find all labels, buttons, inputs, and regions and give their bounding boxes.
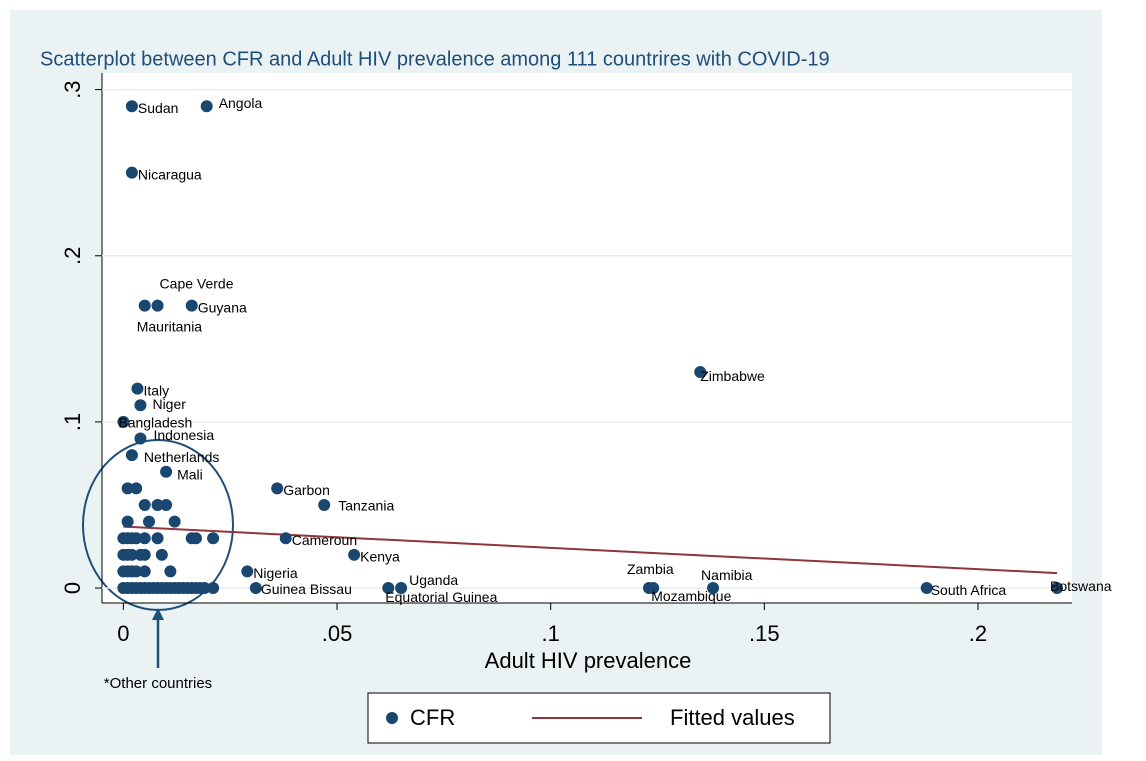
point bbox=[382, 582, 395, 595]
point-label: Namibia bbox=[701, 567, 753, 583]
point-label: Equatorial Guinea bbox=[385, 589, 497, 605]
arrow-head bbox=[152, 608, 164, 620]
point-label: Niger bbox=[152, 396, 186, 412]
x-axis-label: Adult HIV prevalence bbox=[485, 648, 692, 673]
point-label: Guinea Bissau bbox=[261, 581, 352, 597]
point-label: Guyana bbox=[198, 299, 247, 315]
point bbox=[130, 565, 143, 578]
point bbox=[318, 498, 331, 511]
x-tick-label: .1 bbox=[541, 621, 559, 646]
point-label: Tanzania bbox=[338, 498, 394, 514]
y-tick-label: 0 bbox=[60, 582, 85, 594]
point bbox=[920, 582, 933, 595]
point bbox=[190, 532, 203, 545]
point bbox=[121, 482, 134, 495]
point bbox=[164, 565, 177, 578]
point bbox=[168, 515, 181, 528]
point bbox=[271, 482, 284, 495]
point bbox=[125, 548, 138, 561]
point bbox=[138, 565, 151, 578]
point-label: Mozambique bbox=[651, 588, 731, 604]
y-tick-label: .3 bbox=[60, 80, 85, 98]
point bbox=[160, 465, 173, 478]
y-tick-label: .2 bbox=[60, 247, 85, 265]
point bbox=[121, 515, 134, 528]
annotation: *Other countries bbox=[104, 675, 212, 692]
point-label: Mauritania bbox=[137, 318, 203, 334]
point-label: Angola bbox=[219, 95, 263, 111]
point bbox=[395, 582, 408, 595]
chart-title: Scatterplot between CFR and Adult HIV pr… bbox=[40, 48, 830, 70]
point-label: Nigeria bbox=[253, 565, 298, 581]
point bbox=[241, 565, 254, 578]
point bbox=[125, 100, 138, 113]
point bbox=[138, 548, 151, 561]
point bbox=[155, 548, 168, 561]
legend-label: CFR bbox=[410, 705, 455, 730]
fitted-line bbox=[123, 525, 1058, 575]
point bbox=[143, 515, 156, 528]
point bbox=[130, 532, 143, 545]
point bbox=[185, 299, 198, 312]
point bbox=[279, 532, 292, 545]
point bbox=[130, 482, 143, 495]
x-tick-label: .15 bbox=[749, 621, 780, 646]
point bbox=[138, 299, 151, 312]
point bbox=[207, 582, 220, 595]
point-label: Indonesia bbox=[153, 427, 214, 443]
point-label: Mali bbox=[177, 466, 203, 482]
point bbox=[134, 399, 147, 412]
point-label: South Africa bbox=[931, 582, 1007, 598]
point-label: Zimbabwe bbox=[700, 368, 765, 384]
point-label: Bangladesh bbox=[118, 415, 192, 431]
legend-label: Fitted values bbox=[670, 705, 795, 730]
point-label: Garbon bbox=[283, 482, 330, 498]
legend-marker bbox=[386, 712, 398, 724]
point-label: Sudan bbox=[138, 100, 178, 116]
point-label: Nicaragua bbox=[138, 166, 202, 182]
plot-area bbox=[102, 73, 1072, 603]
point bbox=[138, 498, 151, 511]
point bbox=[138, 532, 151, 545]
point-label: Cape Verde bbox=[160, 275, 234, 291]
point bbox=[151, 299, 164, 312]
point bbox=[198, 582, 211, 595]
point bbox=[160, 498, 173, 511]
point-label: Uganda bbox=[409, 572, 458, 588]
point bbox=[151, 532, 164, 545]
point-label: Cameroun bbox=[292, 532, 357, 548]
point-label: Zambia bbox=[627, 561, 674, 577]
point bbox=[249, 582, 262, 595]
y-tick-label: .1 bbox=[60, 413, 85, 431]
point bbox=[1051, 582, 1064, 595]
x-tick-label: 0 bbox=[117, 621, 129, 646]
point bbox=[200, 100, 213, 113]
point bbox=[207, 532, 220, 545]
x-tick-label: .05 bbox=[322, 621, 353, 646]
point-label: Netherlands bbox=[144, 449, 220, 465]
point bbox=[151, 498, 164, 511]
point bbox=[134, 432, 147, 445]
point bbox=[694, 366, 707, 379]
point bbox=[125, 449, 138, 462]
point bbox=[348, 548, 361, 561]
point bbox=[117, 415, 130, 428]
point bbox=[125, 166, 138, 179]
point-label: Botswana bbox=[1050, 578, 1112, 594]
x-tick-label: .2 bbox=[969, 621, 987, 646]
point-label: Kenya bbox=[360, 549, 400, 565]
point bbox=[131, 382, 144, 395]
point bbox=[647, 582, 660, 595]
point bbox=[707, 582, 720, 595]
point-label: Italy bbox=[143, 382, 169, 398]
